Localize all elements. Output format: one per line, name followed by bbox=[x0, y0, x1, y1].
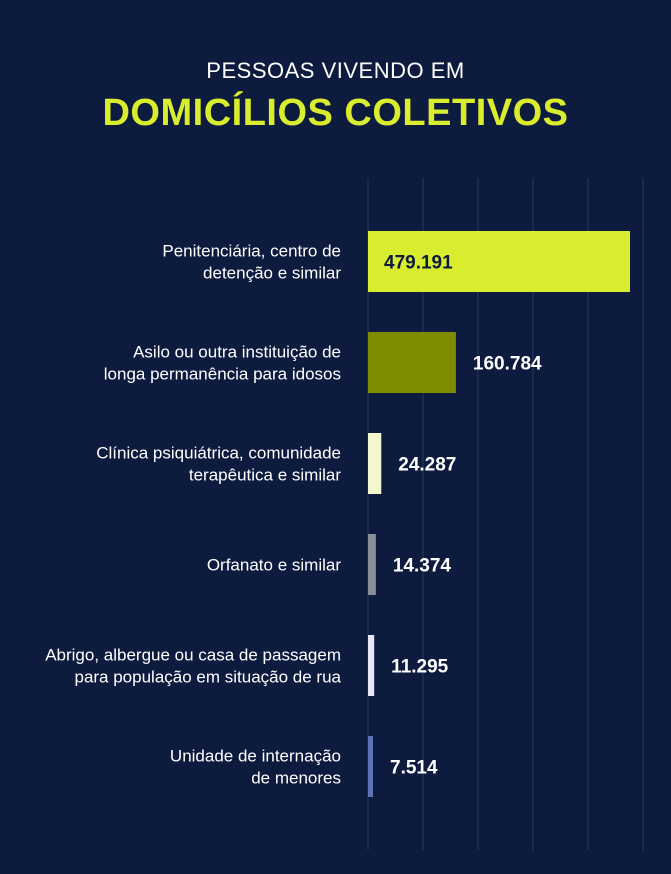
value-label: 160.784 bbox=[473, 354, 542, 375]
bar bbox=[368, 433, 382, 494]
value-label: 11.295 bbox=[391, 657, 448, 678]
value-label: 24.287 bbox=[398, 455, 456, 476]
category-label: Orfanato e similar bbox=[207, 556, 341, 575]
bar bbox=[368, 736, 373, 797]
bar bbox=[368, 534, 376, 595]
category-label: Asilo ou outra instituição de longa perma… bbox=[104, 343, 341, 384]
category-label: Unidade de internação de menores bbox=[170, 747, 341, 788]
chart-subtitle: PESSOAS VIVENDO EM bbox=[206, 58, 465, 83]
bar bbox=[368, 635, 375, 696]
bars: Penitenciária, centro de detenção e simil… bbox=[45, 231, 630, 797]
category-label: Penitenciária, centro de detenção e simil… bbox=[162, 242, 341, 283]
chart-title: DOMICÍLIOS COLETIVOS bbox=[102, 92, 569, 134]
bar bbox=[368, 332, 456, 393]
value-label: 14.374 bbox=[393, 556, 452, 577]
value-label: 7.514 bbox=[390, 758, 438, 779]
category-label: Clínica psiquiátrica, comunidade terapêut… bbox=[96, 444, 341, 485]
category-label: Abrigo, albergue ou casa de passagem para… bbox=[45, 646, 341, 687]
bar bbox=[368, 231, 630, 292]
value-label: 479.191 bbox=[384, 253, 453, 274]
